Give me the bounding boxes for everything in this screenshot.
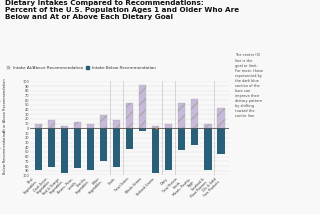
Bar — [35, 124, 42, 128]
Bar — [126, 103, 133, 128]
Bar — [204, 124, 212, 128]
Bar — [35, 128, 42, 170]
Bar — [74, 122, 81, 128]
Bar — [217, 128, 225, 154]
Legend: Intake At/Above Recommendation, Intake Below Recommendation: Intake At/Above Recommendation, Intake B… — [7, 66, 156, 70]
Bar — [100, 115, 107, 128]
Bar — [178, 103, 185, 128]
Bar — [178, 128, 185, 150]
Bar — [165, 128, 172, 170]
Text: Percent of Population
Below Recommendation: Percent of Population Below Recommendati… — [0, 130, 7, 174]
Bar — [87, 124, 94, 128]
Bar — [61, 128, 68, 173]
Text: Dietary Intakes Compared to Recommendations:
Percent of the U.S. Population Ages: Dietary Intakes Compared to Recommendati… — [5, 0, 239, 21]
Bar — [113, 120, 120, 128]
Bar — [191, 99, 198, 128]
Text: Percent of Population
At or Above Recommendation: Percent of Population At or Above Recomm… — [0, 78, 7, 132]
Bar — [61, 126, 68, 128]
Bar — [152, 126, 159, 128]
Text: The center (0)
line is the
goal or limit.
For most, those
represented by
the dar: The center (0) line is the goal or limit… — [235, 54, 263, 118]
Bar — [48, 128, 55, 167]
Bar — [48, 120, 55, 128]
Bar — [74, 128, 81, 168]
Bar — [126, 128, 133, 149]
Bar — [165, 124, 172, 128]
Bar — [152, 128, 159, 173]
Bar — [113, 128, 120, 167]
Bar — [191, 128, 198, 145]
Bar — [100, 128, 107, 161]
Bar — [87, 128, 94, 170]
Bar — [204, 128, 212, 170]
Bar — [139, 85, 146, 128]
Bar — [139, 128, 146, 131]
Bar — [217, 108, 225, 128]
